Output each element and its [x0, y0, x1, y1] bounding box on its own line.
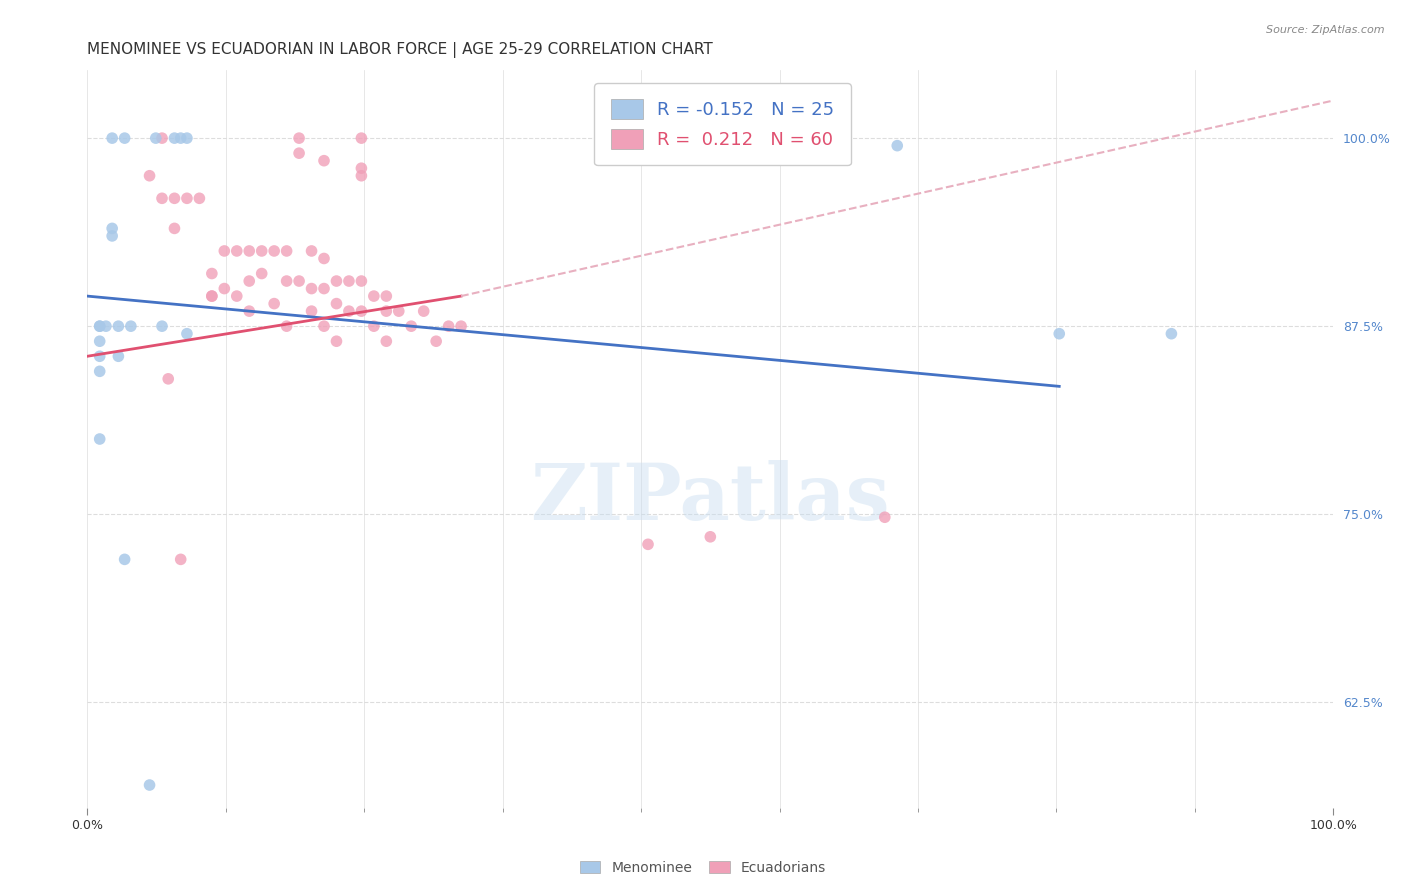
Point: [163, 191, 186, 205]
Point: [238, 244, 260, 258]
Point: [201, 289, 224, 303]
Point: [225, 244, 247, 258]
Point: [288, 274, 311, 288]
Point: [225, 289, 247, 303]
Point: [89, 432, 111, 446]
Point: [325, 334, 347, 349]
Point: [170, 131, 193, 145]
Point: [301, 244, 323, 258]
Point: [89, 349, 111, 363]
Point: [214, 244, 236, 258]
Point: [350, 161, 373, 176]
Point: [188, 191, 211, 205]
Point: [170, 552, 193, 566]
Point: [375, 334, 398, 349]
Point: [699, 530, 721, 544]
Legend: Menominee, Ecuadorians: Menominee, Ecuadorians: [574, 855, 832, 880]
Point: [157, 372, 180, 386]
Point: [176, 131, 198, 145]
Point: [337, 274, 360, 288]
Point: [288, 131, 311, 145]
Point: [301, 282, 323, 296]
Point: [238, 304, 260, 318]
Point: [886, 138, 908, 153]
Point: [399, 319, 422, 334]
Legend: R = -0.152   N = 25, R =  0.212   N = 60: R = -0.152 N = 25, R = 0.212 N = 60: [595, 83, 851, 165]
Point: [637, 537, 659, 551]
Point: [201, 289, 224, 303]
Point: [312, 319, 335, 334]
Point: [238, 274, 260, 288]
Point: [94, 319, 117, 334]
Point: [450, 319, 472, 334]
Text: ZIPatlas: ZIPatlas: [530, 460, 890, 536]
Point: [425, 334, 447, 349]
Point: [312, 282, 335, 296]
Point: [114, 131, 136, 145]
Point: [89, 319, 111, 334]
Point: [350, 304, 373, 318]
Point: [150, 131, 173, 145]
Point: [145, 131, 167, 145]
Point: [276, 274, 298, 288]
Text: Source: ZipAtlas.com: Source: ZipAtlas.com: [1267, 25, 1385, 35]
Point: [214, 282, 236, 296]
Point: [263, 296, 285, 310]
Point: [201, 267, 224, 281]
Point: [350, 131, 373, 145]
Point: [301, 304, 323, 318]
Point: [363, 289, 385, 303]
Point: [138, 778, 160, 792]
Point: [176, 326, 198, 341]
Point: [107, 349, 129, 363]
Point: [412, 304, 434, 318]
Point: [288, 146, 311, 161]
Point: [163, 131, 186, 145]
Point: [150, 319, 173, 334]
Point: [89, 319, 111, 334]
Point: [250, 267, 273, 281]
Point: [1160, 326, 1182, 341]
Point: [312, 252, 335, 266]
Text: MENOMINEE VS ECUADORIAN IN LABOR FORCE | AGE 25-29 CORRELATION CHART: MENOMINEE VS ECUADORIAN IN LABOR FORCE |…: [87, 42, 713, 58]
Point: [312, 153, 335, 168]
Point: [101, 221, 124, 235]
Point: [337, 304, 360, 318]
Point: [176, 191, 198, 205]
Point: [250, 244, 273, 258]
Point: [375, 304, 398, 318]
Point: [350, 169, 373, 183]
Point: [437, 319, 460, 334]
Point: [107, 319, 129, 334]
Point: [89, 364, 111, 378]
Point: [163, 221, 186, 235]
Point: [101, 131, 124, 145]
Point: [375, 289, 398, 303]
Point: [150, 191, 173, 205]
Point: [263, 244, 285, 258]
Point: [325, 296, 347, 310]
Point: [388, 304, 411, 318]
Point: [101, 228, 124, 243]
Point: [873, 510, 896, 524]
Point: [120, 319, 142, 334]
Point: [114, 552, 136, 566]
Point: [363, 319, 385, 334]
Point: [276, 244, 298, 258]
Point: [89, 334, 111, 349]
Point: [276, 319, 298, 334]
Point: [1047, 326, 1070, 341]
Point: [350, 274, 373, 288]
Point: [138, 169, 160, 183]
Point: [325, 274, 347, 288]
